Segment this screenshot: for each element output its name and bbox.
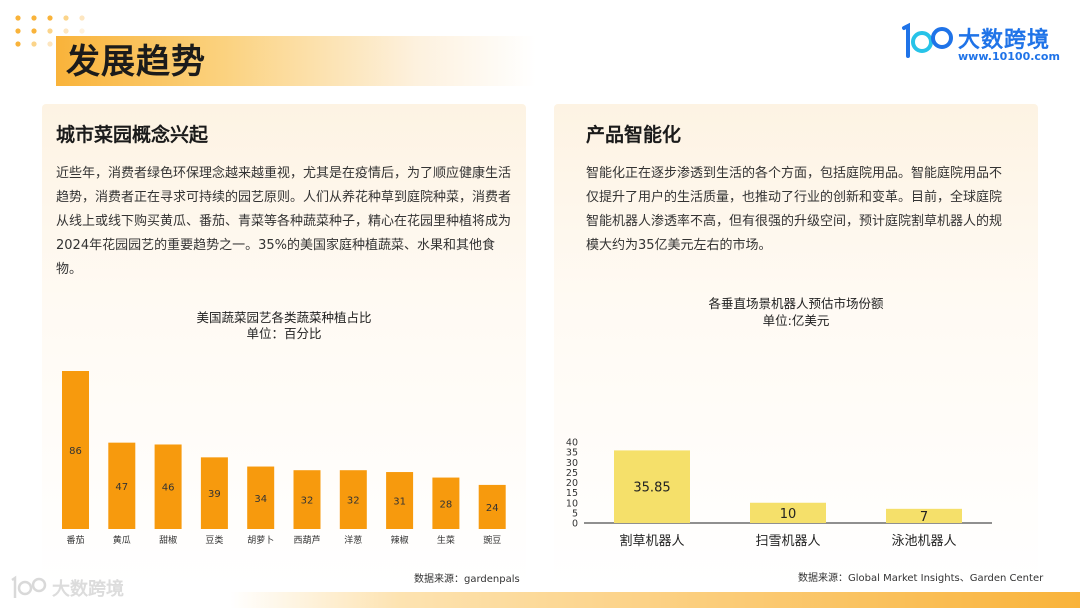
bar-label-0: 86 (69, 446, 82, 457)
brand-mark-icon (902, 22, 953, 58)
left-panel: 城市菜园概念兴起 近些年，消费者绿色环保理念越来越重视，尤其是在疫情后，为了顺应… (42, 104, 526, 588)
bar-6 (339, 470, 367, 529)
left-chart-subtitle: 单位：百分比 (246, 326, 322, 341)
right-data-source: 数据来源：Global Market Insights、Garden Cente… (798, 573, 1044, 584)
category-label-6: 洋葱 (344, 534, 362, 546)
bar-1 (108, 442, 136, 529)
watermark-logo-icon: 大数跨境 (11, 575, 124, 600)
category-label-3: 豆类 (205, 534, 223, 546)
left-chart-title: 美国蔬菜园艺各类蔬菜种植占比 (196, 310, 372, 325)
bar-label-1: 47 (115, 482, 128, 493)
bar-2 (154, 444, 182, 529)
bar-label-3: 39 (208, 489, 221, 500)
category-label-0: 番茄 (66, 534, 84, 546)
left-data-source: 数据来源：gardenpals (414, 574, 520, 585)
category-label-2: 甜椒 (159, 534, 177, 546)
y-tick-label-5: 25 (566, 468, 578, 479)
category-label-1: 扫雪机器人 (755, 534, 820, 549)
bar-label-1: 10 (780, 507, 797, 522)
category-label-4: 胡萝卜 (247, 534, 274, 546)
y-tick-label-4: 20 (566, 478, 578, 489)
y-tick-label-1: 5 (572, 508, 578, 519)
y-tick-label-2: 10 (566, 498, 578, 509)
y-tick-label-6: 30 (566, 458, 578, 469)
category-label-0: 割草机器人 (619, 533, 684, 549)
bar-label-9: 24 (486, 503, 499, 514)
category-label-5: 西葫芦 (293, 534, 320, 546)
bar-label-0: 35.85 (633, 481, 670, 496)
bar-2 (886, 508, 962, 523)
right-panel: 产品智能化 智能化正在逐步渗透到生活的各个方面，包括庭院用品。智能庭院用品不仅提… (554, 104, 1043, 588)
page-title: 发展趋势 (66, 42, 206, 82)
bar-0 (614, 450, 690, 523)
y-tick-label-8: 40 (566, 438, 578, 449)
y-tick-label-0: 0 (572, 519, 578, 530)
category-label-7: 辣椒 (391, 534, 409, 546)
bar-3 (200, 457, 228, 529)
category-label-2: 泳池机器人 (891, 534, 956, 549)
bar-label-8: 28 (440, 499, 453, 510)
bottom-band (230, 592, 1080, 608)
right-panel-heading: 产品智能化 (586, 124, 682, 146)
bar-label-2: 46 (162, 483, 175, 494)
bar-label-5: 32 (301, 496, 314, 507)
bar-1 (750, 502, 826, 523)
svg-text:大数跨境: 大数跨境 (52, 578, 124, 600)
bar-7 (386, 472, 414, 529)
left-bar-chart: 86 番茄 47 黄瓜 46 甜椒 39 豆类 34 胡萝卜 32 西葫芦 32 洋葱 31 辣椒 28 生菜 24… (62, 371, 506, 546)
y-tick-label-3: 15 (566, 488, 578, 499)
right-panel-body: 智能化正在逐步渗透到生活的各个方面，包括庭院用品。智能庭院用品不仅提升了用户的生… (586, 166, 1003, 253)
y-tick-label-7: 35 (566, 448, 578, 459)
category-label-1: 黄瓜 (113, 534, 131, 546)
bar-8 (432, 477, 460, 529)
title-band (56, 36, 536, 86)
brand-logo: 大数跨境 www.10100.com (898, 22, 1068, 66)
bar-label-2: 7 (920, 510, 928, 525)
bar-label-4: 34 (254, 494, 267, 505)
left-panel-heading: 城市菜园概念兴起 (56, 124, 209, 146)
bar-5 (293, 470, 321, 529)
bar-label-6: 32 (347, 496, 360, 507)
brand-name: 大数跨境 (958, 28, 1051, 53)
bar-9 (478, 484, 506, 529)
left-panel-body: 近些年，消费者绿色环保理念越来越重视，尤其是在疫情后，为了顺应健康生活趋势，消费… (56, 166, 512, 277)
bar-4 (247, 466, 275, 529)
brand-url: www.10100.com (958, 50, 1060, 63)
category-label-8: 生菜 (437, 534, 455, 546)
category-label-9: 豌豆 (483, 534, 501, 546)
right-chart-title: 各垂直场景机器人预估市场份额 (708, 296, 884, 311)
right-chart-subtitle: 单位:亿美元 (762, 313, 830, 328)
bar-label-7: 31 (393, 497, 406, 508)
bar-0 (62, 371, 89, 529)
